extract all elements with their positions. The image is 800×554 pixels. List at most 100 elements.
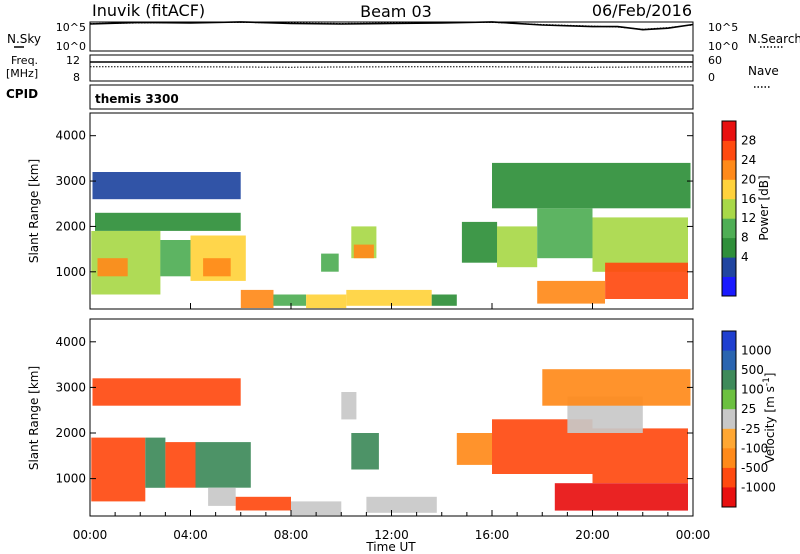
freq-right-top: 60 <box>708 54 722 67</box>
colorbar-segment <box>722 331 736 352</box>
heatmap-cell <box>91 437 146 502</box>
colorbar-tick-label: 24 <box>741 153 756 167</box>
heatmap-cell <box>165 442 196 488</box>
colorbar-tick-label: -100 <box>741 441 768 455</box>
colorbar-segment <box>722 467 736 488</box>
colorbar-segment <box>722 350 736 371</box>
velocity-y-axis: 1000 2000 3000 4000 <box>55 335 693 486</box>
colorbar-frame <box>721 330 737 508</box>
date-title: 06/Feb/2016 <box>592 1 692 20</box>
colorbar-tick-label: 20 <box>741 172 756 186</box>
noise-left-top: 10^5 <box>56 21 86 34</box>
heatmap-cell <box>195 442 251 488</box>
colorbar-tick-label: 500 <box>741 363 764 377</box>
heatmap-cell <box>366 496 437 513</box>
heatmap-cell <box>240 289 274 308</box>
colorbar-segment <box>722 121 736 141</box>
heatmap-cell <box>291 501 342 516</box>
cpid-label: CPID <box>6 87 38 101</box>
heatmap-cell <box>497 226 538 268</box>
heatmap-cell <box>208 487 236 506</box>
x-tick-label: 04:00 <box>173 528 208 542</box>
y-tick-label: 4000 <box>55 335 86 349</box>
colorbar-segment <box>722 198 736 219</box>
colorbar-tick-label: 12 <box>741 211 756 225</box>
heatmap-cell <box>160 240 191 277</box>
heatmap-cell <box>542 369 691 406</box>
heatmap-cell <box>92 172 241 200</box>
heatmap-cell <box>273 294 307 306</box>
y-tick-label: 2000 <box>55 219 86 233</box>
time-x-axis: 00:00 04:00 08:00 12:00 16:00 20:00 00:00 <box>73 303 711 542</box>
heatmap-cell <box>461 221 498 263</box>
colorbar-tick-label: 100 <box>741 383 764 397</box>
nsky-label: N.Sky <box>7 32 41 46</box>
colorbar-segment <box>722 448 736 469</box>
colorbar-tick-label: 28 <box>741 133 756 147</box>
colorbar-segment <box>722 487 736 508</box>
colorbar-tick-label: 16 <box>741 192 756 206</box>
freq-right-bottom: 0 <box>708 71 715 84</box>
heatmap-cell <box>605 262 688 299</box>
heatmap-cell <box>235 496 291 511</box>
cpid-value: themis 3300 <box>95 92 179 106</box>
colorbar-tick-label: 1000 <box>741 344 772 358</box>
y-tick-label: 4000 <box>55 129 86 143</box>
heatmap-cell <box>537 280 605 304</box>
heatmap-cell <box>456 433 492 465</box>
noise-panel-frame <box>89 21 694 52</box>
colorbar-segment <box>722 389 736 410</box>
noise-left-bottom: 10^0 <box>56 40 86 53</box>
heatmap-cell <box>145 437 166 488</box>
heatmap-cell <box>92 378 241 406</box>
heatmap-cell <box>351 433 379 470</box>
radar-title: Inuvik (fitACF) <box>92 1 205 20</box>
colorbar-frame <box>721 120 737 297</box>
colorbar-segment <box>722 159 736 180</box>
y-tick-label: 3000 <box>55 380 86 394</box>
velocity-colorbar-label: Velocity [m s-1] <box>762 373 777 464</box>
x-tick-label: 00:00 <box>73 528 108 542</box>
heatmap-cell <box>95 212 241 231</box>
colorbar-tick-label: 8 <box>741 231 749 245</box>
freq-label-2: [MHz] <box>6 67 38 80</box>
heatmap-cell <box>554 483 688 511</box>
power-heatmap <box>91 162 691 309</box>
noise-right-bottom: 10^0 <box>708 40 738 53</box>
colorbar-segment <box>722 140 736 161</box>
colorbar-tick-label: -25 <box>741 422 761 436</box>
beam-title: Beam 03 <box>360 2 432 21</box>
x-tick-label: 00:00 <box>676 528 711 542</box>
freq-label-1: Freq. <box>11 54 38 67</box>
noise-right-top: 10^5 <box>708 21 738 34</box>
heatmap-cell <box>306 294 347 309</box>
velocity-ylabel: Slant Range [km] <box>27 366 41 470</box>
colorbar-tick-label: 25 <box>741 402 756 416</box>
heatmap-cell <box>321 253 339 272</box>
colorbar-tick-label: 4 <box>741 250 749 264</box>
heatmap-cell <box>353 244 374 259</box>
freq-panel-frame <box>89 54 694 82</box>
nsearch-label: N.Search <box>748 32 800 46</box>
freq-left-bottom: 8 <box>73 71 80 84</box>
colorbar-segment <box>722 409 736 430</box>
heatmap-cell <box>431 294 457 306</box>
heatmap-cell <box>341 392 357 420</box>
heatmap-cell <box>97 258 128 277</box>
power-ylabel: Slant Range [km] <box>27 159 41 263</box>
colorbar-segment <box>722 276 736 297</box>
heatmap-cell <box>203 258 231 277</box>
colorbar-segment <box>722 370 736 391</box>
power-panel-frame <box>89 112 694 310</box>
y-tick-label: 2000 <box>55 426 86 440</box>
cpid-panel-frame <box>89 84 694 110</box>
heatmap-cell <box>346 289 432 306</box>
power-colorbar-label: Power [dB] <box>757 175 771 240</box>
x-tick-label: 08:00 <box>274 528 309 542</box>
x-axis-label: Time UT <box>365 540 416 554</box>
velocity-colorbar: 1000 500 100 25 -25 -100 -500 -1000 <box>721 330 776 508</box>
colorbar-segment <box>722 237 736 258</box>
heatmap-cell <box>492 162 691 209</box>
colorbar-tick-label: -1000 <box>741 480 776 494</box>
y-tick-label: 3000 <box>55 174 86 188</box>
